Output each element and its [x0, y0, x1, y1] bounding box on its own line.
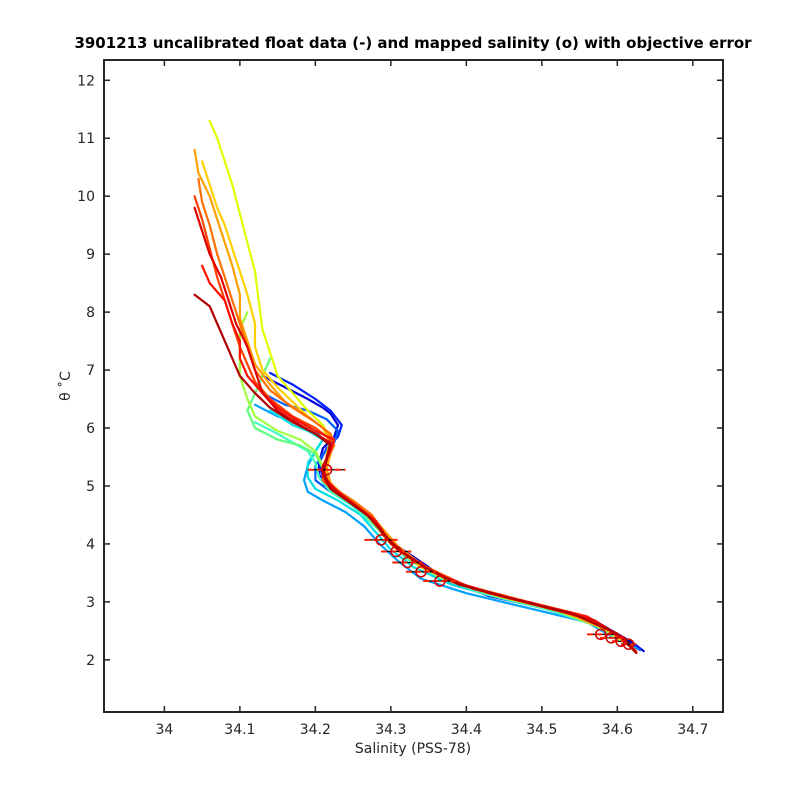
y-tick-label: 7: [86, 363, 95, 379]
y-tick-label: 3: [86, 595, 95, 611]
x-axis-label: Salinity (PSS-78): [355, 741, 471, 757]
mapped-salinity-marker: [605, 632, 618, 644]
mapped-point-7: [587, 628, 615, 641]
x-tick-label: 34.6: [602, 722, 633, 738]
mapped-point-10: [621, 638, 637, 650]
mapped-point-4: [392, 556, 423, 569]
y-tick-label: 2: [86, 653, 95, 669]
y-tick-label: 6: [86, 421, 95, 437]
mapped-point-5: [405, 565, 437, 578]
profile-line-14: [201, 264, 638, 654]
y-tick-label: 4: [86, 537, 95, 553]
x-tick-label: 34.3: [375, 722, 406, 738]
y-tick-label: 11: [77, 131, 95, 147]
profile-line-4: [253, 403, 638, 650]
mapped-salinity-marker: [434, 575, 446, 587]
profile-line-8: [238, 311, 630, 647]
x-tick-label: 34: [155, 722, 173, 738]
y-tick-label: 5: [86, 479, 95, 495]
mapped-point-8: [599, 632, 623, 644]
x-axis: 34 34.1 34.2 34.3 34.4 34.5 34.6 34.7: [155, 60, 708, 738]
y-tick-label: 9: [86, 247, 95, 263]
y-tick-label: 12: [77, 73, 95, 89]
mapped-salinity-marker: [594, 628, 607, 641]
profile-line-16: [193, 293, 638, 654]
mapped-point-6: [423, 575, 457, 587]
mapped-salinity-marker: [375, 534, 387, 546]
plot-frame: [103, 59, 724, 713]
mapped-salinity-markers: [307, 463, 637, 650]
chart-title: 3901213 uncalibrated float data (-) and …: [74, 34, 752, 52]
x-tick-label: 34.2: [300, 722, 331, 738]
y-axis-label: θ ˚C: [57, 371, 74, 401]
mapped-salinity-marker: [615, 635, 627, 648]
x-tick-label: 34.1: [224, 722, 255, 738]
mapped-salinity-marker: [320, 463, 333, 476]
x-tick-label: 34.7: [677, 722, 708, 738]
x-tick-label: 34.4: [451, 722, 482, 738]
mapped-salinity-marker: [390, 545, 402, 558]
mapped-point-2: [364, 534, 398, 546]
mapped-point-1: [307, 463, 346, 476]
x-tick-label: 34.5: [526, 722, 557, 738]
mapped-salinity-marker: [622, 638, 635, 650]
series-lines: [193, 119, 645, 654]
mapped-salinity-marker: [401, 556, 414, 569]
y-tick-label: 8: [86, 305, 95, 321]
y-axis: 2 3 4 5 6 7 8 9 10 11 12: [77, 73, 723, 669]
y-tick-label: 10: [77, 189, 95, 205]
profile-line-7: [246, 357, 630, 647]
mapped-salinity-marker: [415, 565, 427, 578]
mapped-point-3: [381, 545, 412, 558]
mapped-point-9: [612, 635, 631, 648]
profile-line-13: [193, 195, 638, 653]
profile-line-12: [197, 177, 634, 650]
profile-line-2: [269, 371, 642, 652]
